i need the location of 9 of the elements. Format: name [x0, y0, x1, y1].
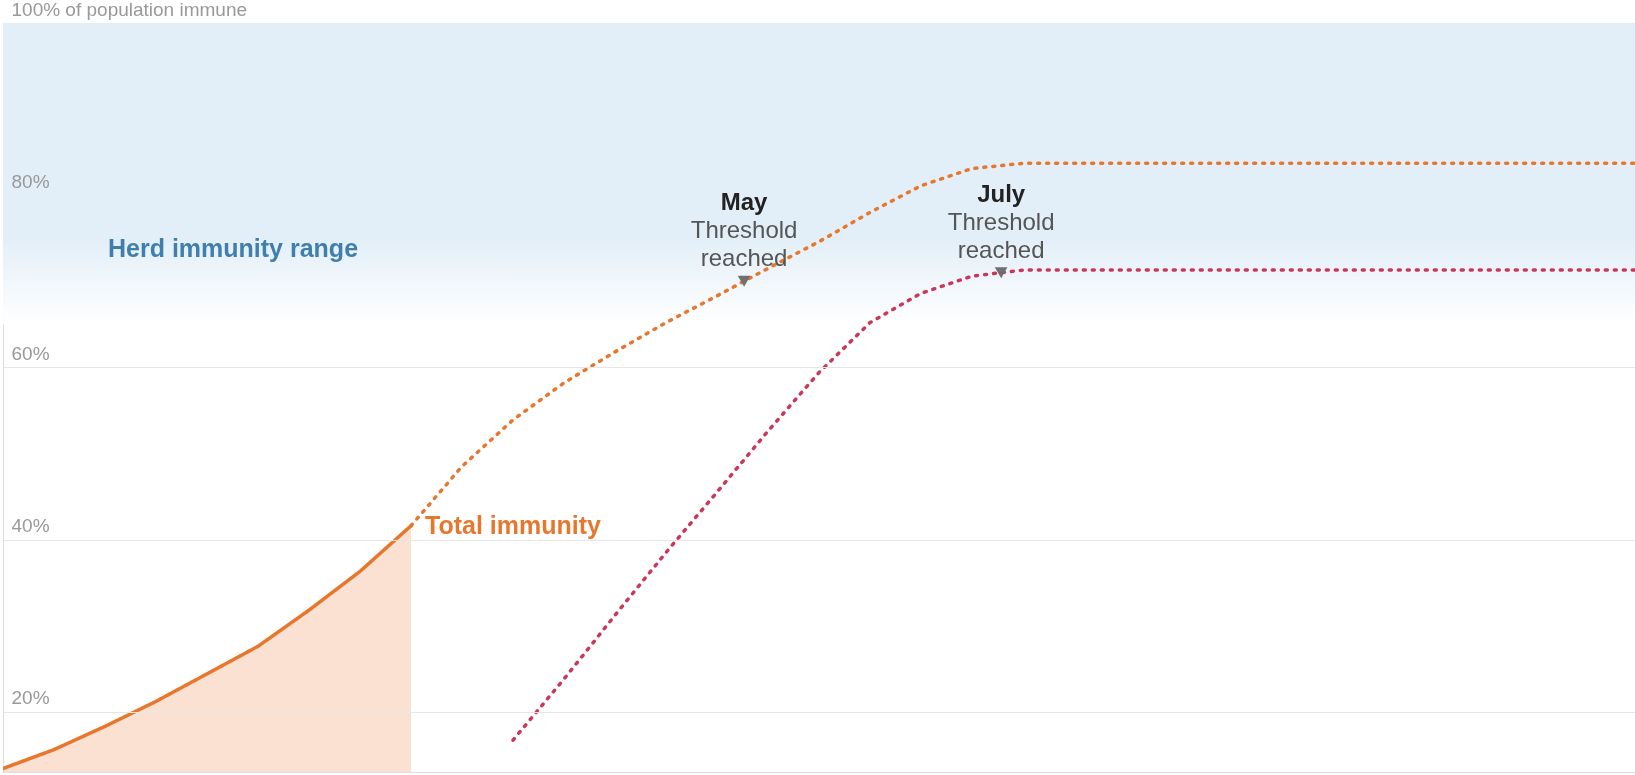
- y-tick-label: 40%: [11, 515, 50, 537]
- annotation: May Threshold reached: [690, 188, 798, 272]
- annotation: July Threshold reached: [947, 179, 1055, 263]
- y-tick-label: 60%: [11, 342, 50, 364]
- y-tick-label: 100% of population immune: [11, 0, 248, 20]
- series-label: Total immunity: [425, 510, 602, 539]
- y-tick-label: 20%: [11, 687, 50, 709]
- y-tick-label: 80%: [11, 170, 50, 192]
- band-label: Herd immunity range: [108, 233, 359, 262]
